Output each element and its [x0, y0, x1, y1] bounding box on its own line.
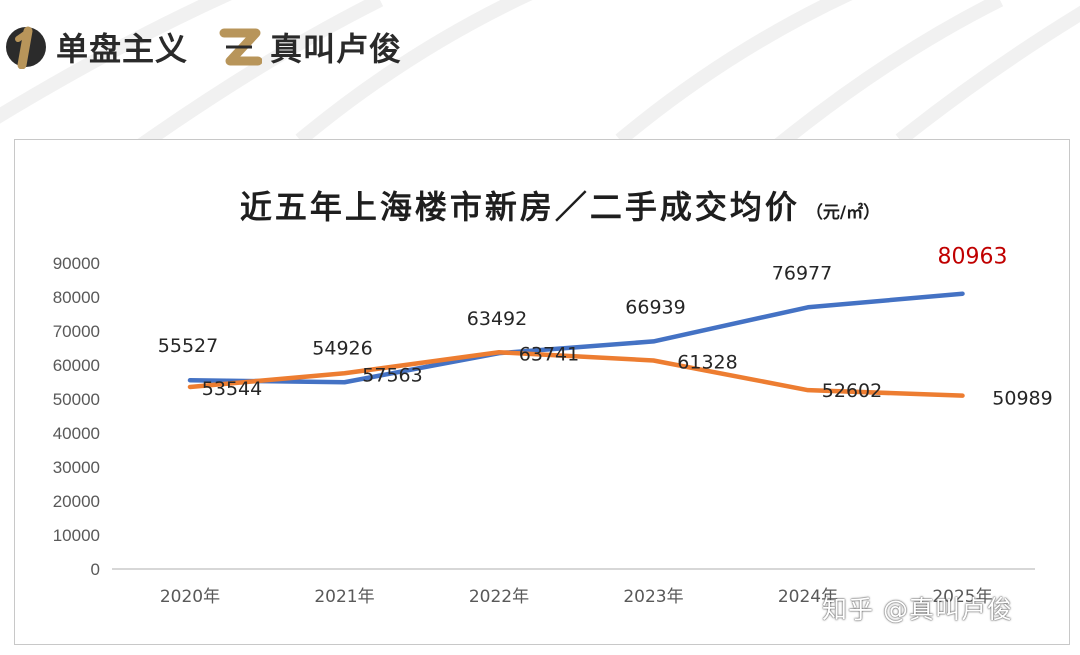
series-line-1 — [187, 291, 965, 385]
series-line-2 — [187, 350, 965, 398]
data-label: 80963 — [938, 245, 1008, 270]
chart-title-block: 近五年上海楼市新房／二手成交均价 （元/㎡） — [0, 182, 1080, 228]
y-tick-label: 40000 — [53, 424, 100, 443]
data-label: 55527 — [158, 335, 218, 357]
x-tick-label: 2022年 — [469, 587, 529, 607]
data-label: 76977 — [772, 262, 832, 284]
y-tick-label: 30000 — [53, 458, 100, 477]
brand-label-1: 单盘主义 — [56, 30, 189, 68]
y-tick-label: 80000 — [53, 288, 100, 307]
x-tick-label: 2023年 — [623, 587, 683, 607]
brand-item-1: 单盘主义 — [4, 24, 188, 70]
data-label: 61328 — [677, 351, 737, 373]
data-label: 63741 — [519, 343, 579, 365]
y-tick-label: 60000 — [53, 356, 100, 375]
watermark: 知乎 @真叫卢俊 — [822, 595, 1013, 624]
data-label: 57563 — [362, 364, 422, 386]
data-label: 63492 — [467, 308, 527, 330]
y-tick-label: 70000 — [53, 322, 100, 341]
number-two-badge-icon — [219, 28, 263, 66]
y-tick-label: 90000 — [53, 254, 100, 273]
x-tick-label: 2020年 — [160, 587, 220, 607]
chart-title: 近五年上海楼市新房／二手成交均价 — [239, 188, 800, 226]
y-tick-label: 10000 — [53, 526, 100, 545]
data-label: 52602 — [822, 380, 882, 402]
x-tick-label: 2024年 — [778, 587, 838, 607]
brand-header: 单盘主义 真叫卢俊 — [4, 22, 432, 72]
chart-unit: （元/㎡） — [805, 203, 881, 223]
brand-item-2: 真叫卢俊 — [218, 24, 402, 70]
x-tick-label: 2021年 — [314, 587, 374, 607]
data-label: 66939 — [625, 296, 685, 318]
data-label: 54926 — [312, 337, 372, 359]
y-tick-label: 50000 — [53, 390, 100, 409]
data-label: 50989 — [992, 388, 1052, 410]
brand-label-2: 真叫卢俊 — [270, 30, 403, 68]
y-tick-label: 20000 — [53, 492, 100, 511]
x-tick-label: 2025年 — [932, 587, 992, 607]
data-label: 53544 — [202, 378, 262, 400]
y-tick-label: 0 — [91, 560, 100, 579]
number-one-badge-icon — [6, 26, 46, 69]
